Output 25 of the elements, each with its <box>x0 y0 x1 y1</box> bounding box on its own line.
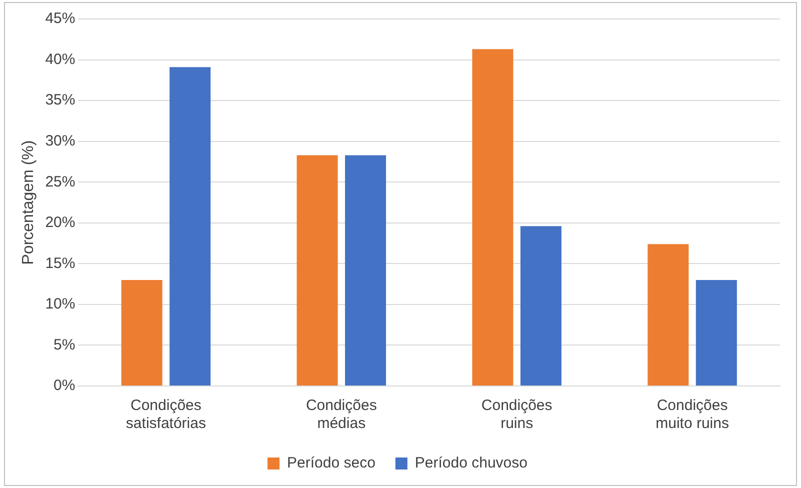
bar <box>296 155 338 386</box>
y-axis-title: Porcentagem (%) <box>20 140 38 265</box>
bar <box>170 67 211 386</box>
y-tick-label: 40% <box>45 50 76 68</box>
y-tick-label: 0% <box>54 377 76 394</box>
y-tick-label: 45% <box>45 10 76 28</box>
x-tick-label: Condições satisfatórias <box>126 397 206 432</box>
y-tick-label: 15% <box>45 254 76 272</box>
bar <box>648 244 689 386</box>
x-tick-label: Condições médias <box>306 397 377 432</box>
bar <box>472 49 514 386</box>
bar <box>696 280 737 386</box>
y-tick-label: 20% <box>45 214 76 232</box>
y-tick-label: 35% <box>45 92 76 109</box>
y-tick-label: 10% <box>45 296 76 313</box>
bar <box>121 280 162 386</box>
y-tick-label: 30% <box>45 132 76 150</box>
x-tick-label: Condições muito ruins <box>656 397 729 432</box>
x-tick-label: Condições ruins <box>481 397 552 432</box>
bar <box>345 155 386 386</box>
legend-label: Período chuvoso <box>414 454 528 472</box>
y-tick-label: 5% <box>54 336 76 354</box>
bar <box>520 226 562 386</box>
legend-label: Período seco <box>287 454 376 472</box>
y-tick-label: 25% <box>45 173 76 190</box>
